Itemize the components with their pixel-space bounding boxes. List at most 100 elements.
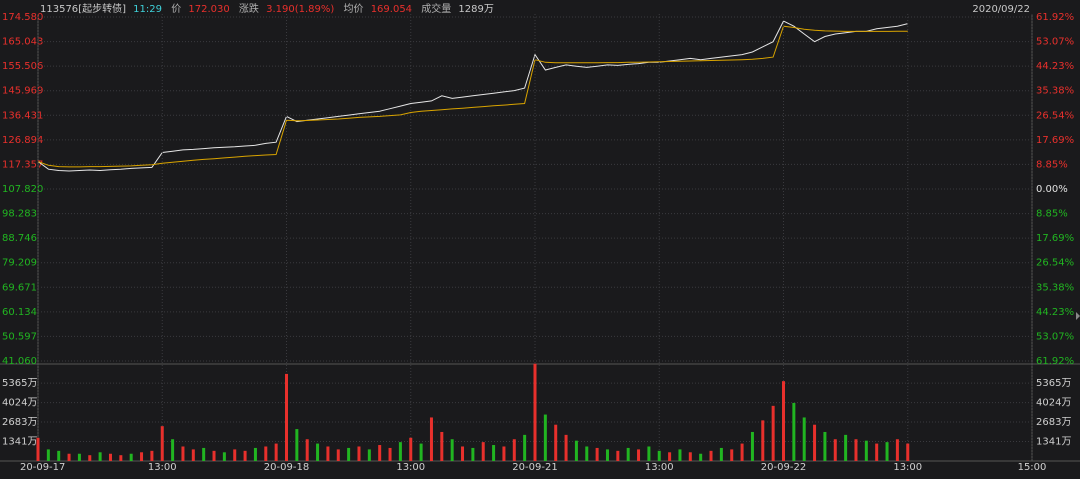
volume-bar: [181, 446, 185, 461]
volume-bar: [709, 450, 713, 461]
volume-bar: [533, 363, 537, 461]
y2-tick-label: 53.07%: [1036, 331, 1074, 342]
y2-tick-label: 26.54%: [1036, 110, 1074, 121]
volume-bar: [761, 420, 765, 461]
volume-bar: [502, 446, 506, 461]
volume-bar: [730, 449, 734, 461]
volume-bar: [637, 449, 641, 461]
volume-bar: [233, 449, 237, 461]
scroll-arrow[interactable]: [1076, 312, 1080, 320]
volume-bar: [657, 450, 661, 461]
y-tick-label: 165.043: [2, 37, 43, 48]
avg-label: 均价: [344, 3, 364, 15]
volume-bar: [253, 447, 257, 461]
y-tick-label: 5365万: [2, 378, 37, 389]
x-tick-label: 13:00: [148, 462, 177, 473]
volume-bar: [450, 439, 454, 461]
volume-bar: [409, 437, 413, 461]
x-tick-label: 20-09-18: [264, 462, 309, 473]
volume-bar: [326, 446, 330, 461]
x-tick-label: 20-09-21: [512, 462, 557, 473]
volume-bar: [854, 439, 858, 461]
volume-bar: [771, 405, 775, 461]
y2-tick-label: 26.54%: [1036, 258, 1074, 269]
volume-bar: [285, 373, 288, 461]
volume-bar: [543, 414, 547, 461]
volume-bar: [46, 449, 50, 461]
volume-bar: [564, 434, 568, 461]
y-tick-label: 2683万: [2, 417, 37, 428]
volume-bar: [191, 449, 195, 461]
volume-bar: [844, 434, 848, 461]
volume-bar: [668, 452, 672, 461]
volume-bar: [471, 447, 475, 461]
price: 172.030: [188, 4, 229, 15]
volume-bar: [802, 417, 806, 461]
volume-bar: [98, 452, 102, 461]
change-label: 涨跌: [239, 2, 259, 15]
volume-bar: [792, 402, 796, 461]
volume-bar: [585, 446, 589, 461]
y2-tick-label: 0.00%: [1036, 184, 1068, 195]
y2-tick-label: 8.85%: [1036, 159, 1068, 170]
x-tick-label: 13:00: [645, 462, 674, 473]
volume-bar: [512, 439, 516, 461]
volume-bar: [357, 446, 361, 461]
volume-bar: [316, 443, 320, 461]
volume-bar: [336, 449, 340, 461]
volume-bar: [833, 439, 837, 461]
volume-bar: [36, 437, 40, 461]
date: 2020/09/22: [972, 4, 1030, 15]
volume-bar: [202, 447, 206, 461]
volume-bar: [616, 450, 620, 461]
volume-bar: [212, 450, 216, 461]
volume-bar: [595, 447, 599, 461]
price-line: [37, 25, 908, 168]
volume-bar: [367, 449, 371, 461]
header: 113576[起步转债] 11:29 价 172.030 涨跌 3.190(1.…: [40, 2, 494, 15]
volume-bar: [222, 452, 226, 461]
volume-bar: [699, 453, 703, 461]
y-tick-label: 60.134: [2, 307, 37, 318]
y-tick-label: 69.671: [2, 282, 37, 293]
volume-bar: [492, 445, 496, 461]
y-tick-label: 174.580: [2, 12, 43, 23]
x-tick-label: 13:00: [893, 462, 922, 473]
volume-bar: [864, 440, 868, 461]
y2-tick-label: 8.85%: [1036, 209, 1068, 220]
y2-tick-label: 53.07%: [1036, 37, 1074, 48]
y2-tick-label: 61.92%: [1036, 356, 1074, 367]
y-tick-label: 50.597: [2, 331, 37, 342]
y-tick-label: 4024万: [2, 398, 37, 409]
avg: 169.054: [371, 4, 412, 15]
volume-bar: [906, 443, 910, 461]
volume-bar: [108, 453, 112, 461]
volume-bar: [295, 429, 299, 461]
y2-tick-label: 61.92%: [1036, 12, 1074, 23]
x-tick-label: 20-09-22: [761, 462, 806, 473]
volume-bar: [626, 447, 630, 461]
volume-bar: [150, 450, 154, 461]
volume-bar: [574, 440, 578, 461]
volume-bar: [885, 442, 889, 461]
volume-bar: [782, 381, 785, 461]
volume-bar: [461, 446, 465, 461]
volume-bar: [77, 453, 81, 461]
y-tick-label: 98.283: [2, 209, 37, 220]
volume-bar: [688, 452, 692, 461]
y-tick-label: 155.506: [2, 61, 43, 72]
volume-bar: [419, 443, 423, 461]
volume-bar: [823, 431, 827, 461]
y-tick-label: 145.969: [2, 86, 43, 97]
time: 11:29: [133, 4, 162, 15]
volume-bar: [57, 450, 61, 461]
volume-bar: [678, 449, 682, 461]
volume-bar: [647, 446, 651, 461]
price-label: 价: [171, 3, 181, 15]
y-tick-label: 107.820: [2, 184, 43, 195]
volume-bar: [119, 455, 123, 461]
y2-tick-label: 17.69%: [1036, 233, 1074, 244]
volume-bar: [440, 431, 444, 461]
